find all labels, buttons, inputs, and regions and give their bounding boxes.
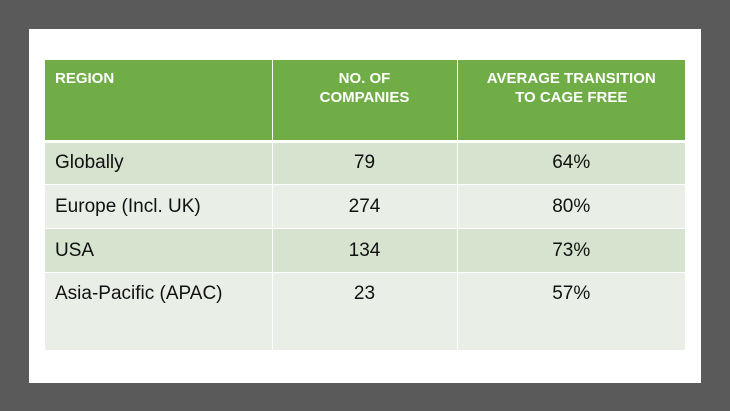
slide: REGION NO. OF COMPANIES AVERAGE TRANSITI… xyxy=(29,29,701,383)
table-header-row: REGION NO. OF COMPANIES AVERAGE TRANSITI… xyxy=(45,60,685,141)
cell-region: USA xyxy=(45,228,273,273)
region-table: REGION NO. OF COMPANIES AVERAGE TRANSITI… xyxy=(45,60,685,350)
cell-region: Europe (Incl. UK) xyxy=(45,184,273,229)
header-region-line1: REGION xyxy=(55,70,115,87)
header-average-line2: TO CAGE FREE xyxy=(515,89,628,106)
table-row: Asia-Pacific (APAC) 23 57% xyxy=(45,272,685,350)
cell-companies: 79 xyxy=(272,141,458,185)
cell-average: 57% xyxy=(457,272,685,350)
cell-average: 64% xyxy=(457,141,685,185)
table-row: Europe (Incl. UK) 274 80% xyxy=(45,184,685,229)
cell-companies: 274 xyxy=(272,184,458,229)
header-average: AVERAGE TRANSITION TO CAGE FREE xyxy=(457,60,685,141)
header-average-line1: AVERAGE TRANSITION xyxy=(486,70,656,87)
cell-average: 80% xyxy=(457,184,685,229)
cell-region: Asia-Pacific (APAC) xyxy=(45,272,273,350)
cell-average: 73% xyxy=(457,228,685,273)
header-companies-line1: NO. OF xyxy=(338,70,391,87)
header-companies-line2: COMPANIES xyxy=(319,89,410,106)
cell-companies: 134 xyxy=(272,228,458,273)
header-region: REGION xyxy=(45,60,273,141)
cell-companies: 23 xyxy=(272,272,458,350)
table-row: Globally 79 64% xyxy=(45,141,685,185)
cell-region: Globally xyxy=(45,141,273,185)
header-companies: NO. OF COMPANIES xyxy=(272,60,458,141)
table-row: USA 134 73% xyxy=(45,228,685,273)
